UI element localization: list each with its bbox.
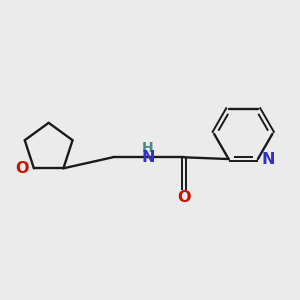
Text: N: N — [141, 150, 155, 165]
Text: H: H — [142, 141, 154, 155]
Text: N: N — [261, 152, 274, 166]
Text: O: O — [178, 190, 191, 205]
Text: O: O — [16, 161, 29, 176]
